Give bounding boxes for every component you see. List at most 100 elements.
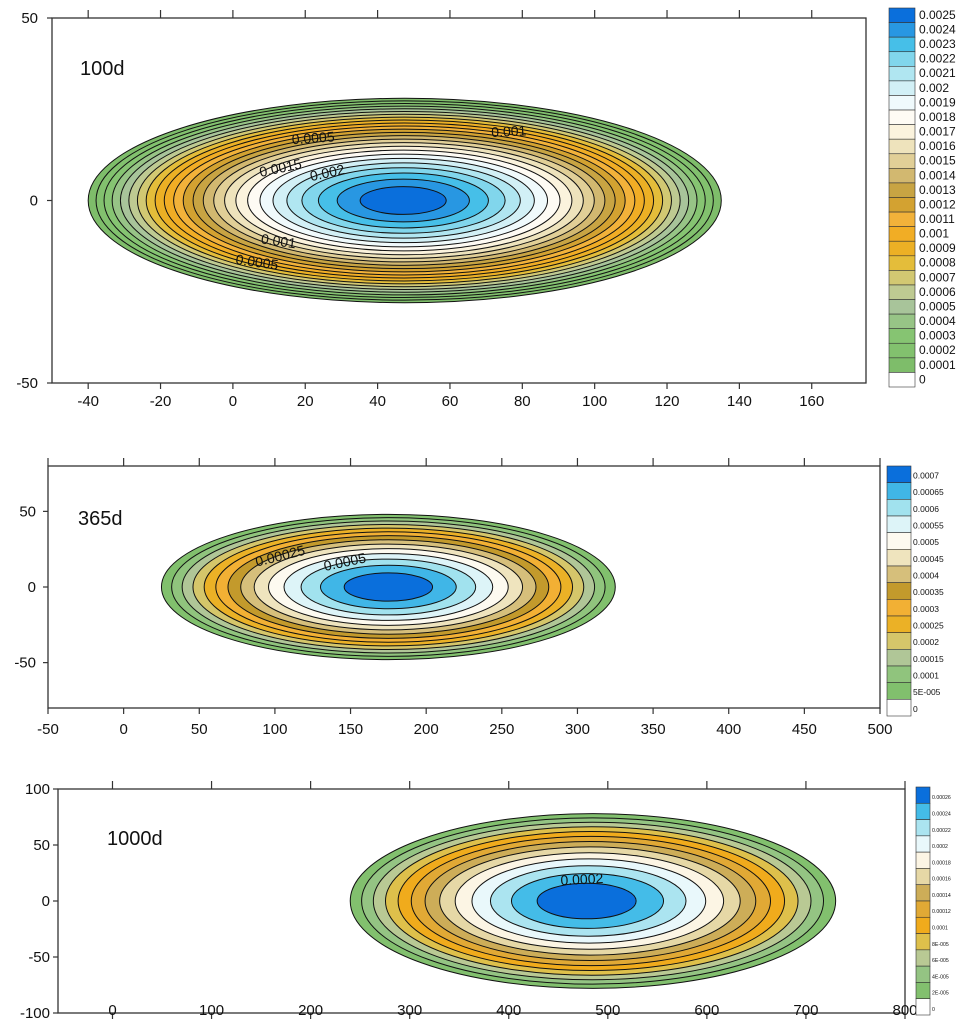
x-tick-label: -20 [150, 393, 172, 410]
legend-label: 0.00026 [932, 795, 951, 801]
legend-swatch [886, 465, 912, 483]
contour-band-25 [359, 186, 447, 215]
x-tick-label: 160 [799, 393, 824, 410]
legend-swatch [888, 66, 916, 82]
legend-label: 0.0013 [919, 183, 956, 197]
x-tick-label: 20 [297, 393, 314, 410]
legend-label: 0.0002 [913, 637, 939, 647]
legend-label: 0.0006 [919, 285, 956, 299]
legend-swatch [915, 998, 931, 1016]
y-tick-label: 50 [19, 503, 36, 520]
y-tick-label: 0 [42, 893, 50, 910]
x-tick-label: 120 [655, 393, 680, 410]
contour-panel-1: -40 -20 0 20 40 60 80 100 120 140 160 50 0 -50 100d 0.0… [16, 7, 956, 410]
legend-swatch [915, 916, 931, 934]
legend-swatch [886, 649, 912, 667]
legend-swatch [888, 138, 916, 155]
legend-swatch [888, 51, 916, 67]
legend-swatch [888, 342, 916, 359]
legend-swatch [886, 515, 912, 533]
legend-label: 0.0017 [919, 125, 956, 139]
legend-swatch [888, 182, 916, 198]
x-tick-label: 700 [793, 1002, 818, 1019]
legend-label: 0.00018 [932, 860, 951, 866]
legend-label: 8E-005 [932, 942, 949, 948]
legend-label: 0.0005 [913, 537, 939, 547]
legend-swatch [915, 884, 931, 902]
legend-swatch [888, 7, 916, 23]
x-tick-label: 200 [298, 1002, 323, 1019]
legend-label: 0.00014 [932, 893, 951, 899]
x-tick-label: 200 [414, 721, 439, 738]
legend-label: 0.00055 [913, 521, 944, 531]
legend-label: 6E-005 [932, 958, 949, 964]
x-tick-label: 400 [716, 721, 741, 738]
legend-label: 0.0025 [919, 8, 956, 22]
legend-swatch [886, 565, 912, 583]
legend-label: 0.0022 [919, 52, 956, 66]
x-tick-label: -40 [77, 393, 99, 410]
legend-swatch [886, 632, 912, 650]
legend-label: 0.0004 [919, 314, 956, 328]
x-tick-label: 0 [229, 393, 237, 410]
y-tick-label: -50 [14, 655, 36, 672]
legend-swatch [888, 211, 916, 227]
legend-label: 0.0009 [919, 241, 956, 255]
x-tick-label: 100 [199, 1002, 224, 1019]
legend-label: 0.0024 [919, 23, 956, 37]
x-tick-label: 80 [514, 393, 531, 410]
contour-bands [349, 813, 837, 989]
legend-swatch [888, 197, 916, 213]
legend-label: 0.0016 [919, 139, 956, 153]
y-tick-label: 50 [33, 837, 50, 854]
x-tick-label: 600 [694, 1002, 719, 1019]
legend-swatch [888, 372, 916, 388]
legend-swatch [886, 482, 912, 500]
x-tick-label: 400 [496, 1002, 521, 1019]
contour-band-14 [343, 572, 434, 602]
legend-label: 0.0007 [919, 270, 956, 284]
y-tick-label: 100 [25, 781, 50, 798]
panel-title: 100d [80, 58, 125, 80]
legend-swatch [888, 168, 916, 184]
legend-swatch [886, 615, 912, 633]
x-tick-label: 500 [867, 721, 892, 738]
legend-label: 0.0015 [919, 154, 956, 168]
legend-swatch [915, 965, 931, 983]
x-tick-label: 40 [369, 393, 386, 410]
legend-swatch [888, 240, 916, 257]
legend-label: 0.0019 [919, 95, 956, 109]
legend-label: 0.0003 [913, 604, 939, 614]
contour-bands [160, 513, 616, 661]
legend-label: 0.0004 [913, 571, 939, 581]
legend-label: 0.0001 [913, 671, 939, 681]
legend-label: 0.0006 [913, 504, 939, 514]
panel-title: 1000d [107, 828, 163, 850]
x-tick-label: -50 [37, 721, 59, 738]
legend-swatch [915, 819, 931, 837]
color-legend: 0.00026 0.00024 0.00022 0.0002 0.00018 0.0001… [915, 786, 951, 1016]
legend-label: 0.0018 [919, 110, 956, 124]
legend-label: 0.00065 [913, 487, 944, 497]
contour-bands [87, 97, 722, 304]
legend-swatch [888, 153, 916, 169]
contour-labels: 0.0002 [560, 870, 604, 888]
x-tick-label: 250 [489, 721, 514, 738]
x-tick-label: 140 [727, 393, 752, 410]
x-tick-label: 50 [191, 721, 208, 738]
y-tick-label: 0 [28, 579, 36, 596]
legend-swatch [915, 835, 931, 853]
legend-swatch [915, 982, 931, 1000]
contour-label: 0.0005 [291, 128, 335, 147]
legend-swatch [915, 868, 931, 886]
color-legend: 0.00250.00240.00230.00220.00210.0020.001… [888, 7, 956, 388]
legend-swatch [888, 36, 916, 53]
x-tick-label: 0 [108, 1002, 116, 1019]
legend-label: 0.00022 [932, 828, 951, 834]
x-tick-label: 150 [338, 721, 363, 738]
legend-swatch [886, 665, 912, 683]
panel-title: 365d [78, 508, 123, 530]
legend-label: 0.0007 [913, 471, 939, 481]
legend-label: 0.0003 [919, 329, 956, 343]
